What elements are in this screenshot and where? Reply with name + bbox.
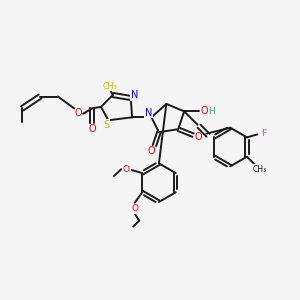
Text: O: O	[75, 108, 82, 118]
Text: CH₃: CH₃	[103, 82, 117, 91]
Text: O: O	[131, 204, 138, 213]
Text: N: N	[145, 108, 152, 118]
Text: O: O	[195, 132, 202, 142]
Text: O: O	[201, 106, 208, 116]
Text: O: O	[88, 124, 96, 134]
Text: O: O	[122, 165, 129, 174]
Text: F: F	[261, 129, 266, 138]
Text: N: N	[130, 90, 138, 100]
Text: H: H	[208, 107, 215, 116]
Text: O: O	[148, 146, 156, 156]
Text: S: S	[103, 120, 110, 130]
Text: CH₃: CH₃	[252, 165, 266, 174]
